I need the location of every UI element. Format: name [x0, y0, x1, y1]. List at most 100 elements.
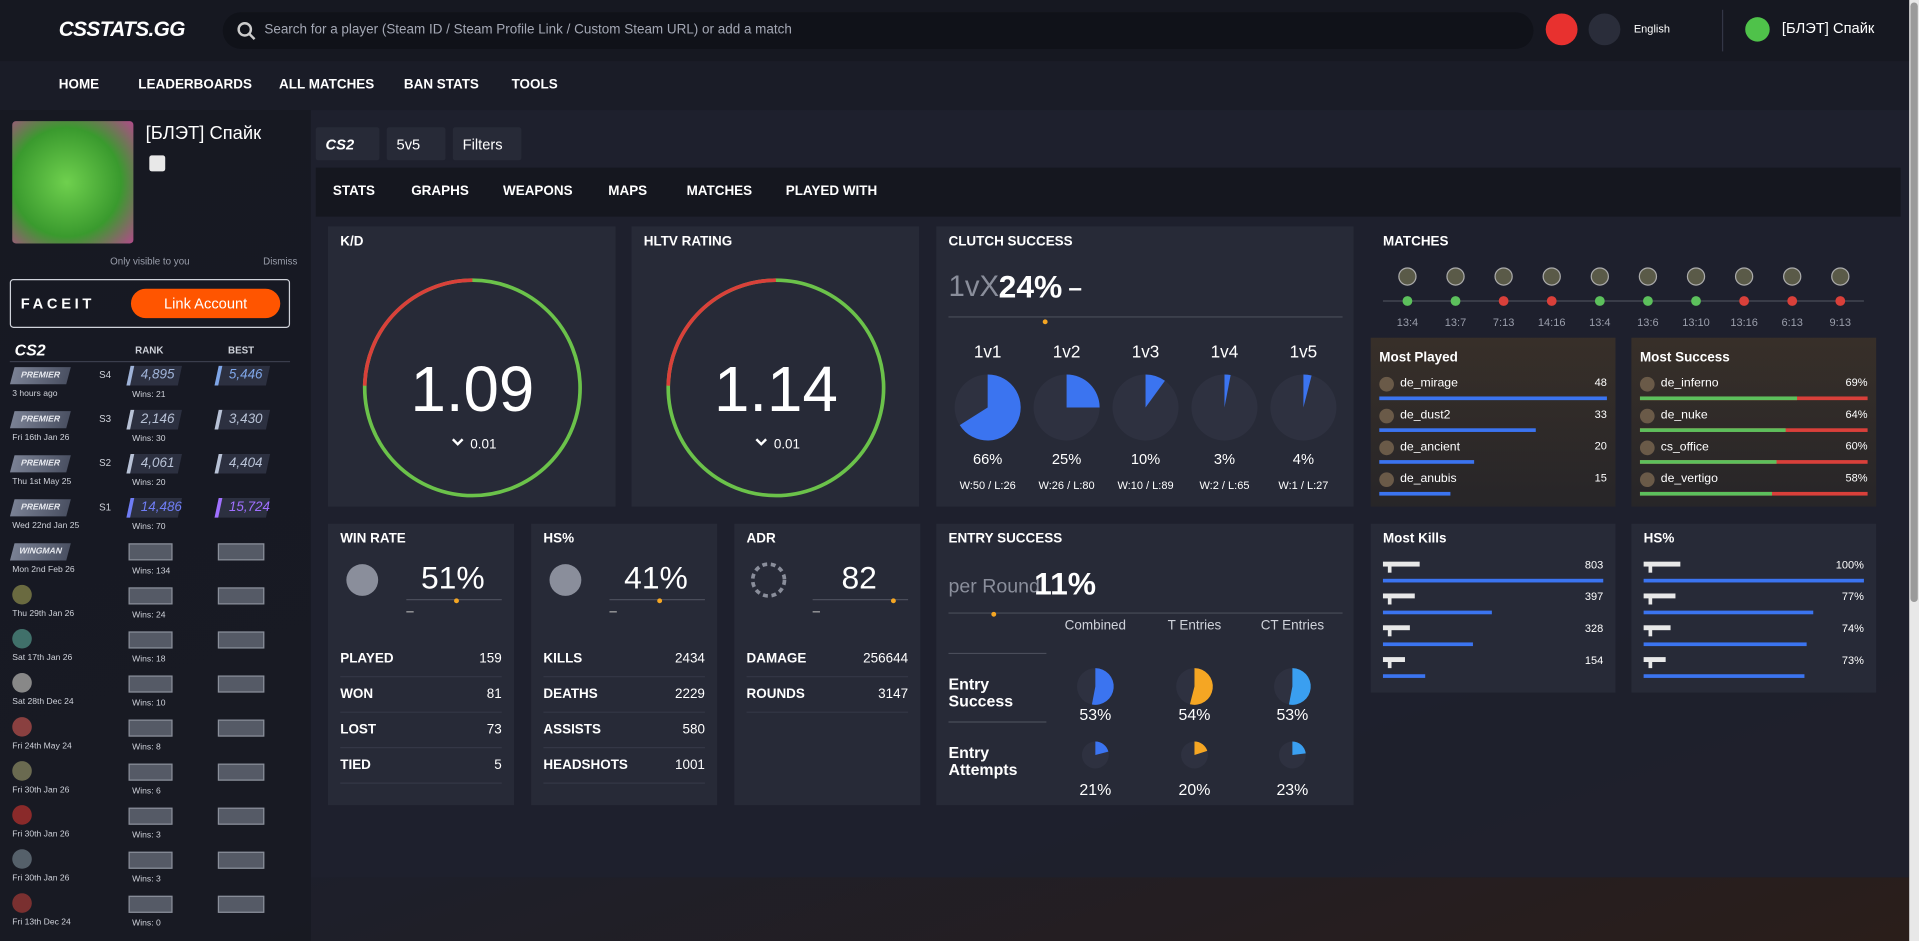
tab[interactable]: PLAYED WITH — [785, 184, 878, 199]
profile-name: [БЛЭТ] Спайк — [145, 122, 262, 144]
map-name: de_vertigo — [1660, 472, 1718, 486]
slider-dot — [890, 598, 896, 604]
nav-item[interactable]: LEADERBOARDS — [138, 77, 252, 93]
weapon-icon — [1643, 625, 1671, 631]
pie-wedge — [1288, 668, 1311, 705]
clutch-record: W:50 / L:26 — [959, 479, 1016, 492]
language[interactable]: English — [1633, 22, 1670, 35]
sidebar — [0, 110, 311, 941]
count-bar — [1379, 396, 1607, 401]
nav-item[interactable]: BAN STATS — [403, 77, 479, 93]
map-value: 15 — [1594, 471, 1607, 484]
match-score[interactable]: 9:13 — [1829, 316, 1852, 329]
link-account-button[interactable]: Link Account — [130, 288, 281, 319]
pie-wedge — [1091, 668, 1114, 705]
search-bar[interactable]: Search for a player (Steam ID / Steam Pr… — [222, 12, 1534, 49]
pie-wedge — [1145, 374, 1165, 408]
change: 0.01 — [470, 437, 497, 453]
game-select-label[interactable]: CS2 — [325, 135, 355, 153]
filters-button[interactable]: Filters — [452, 127, 522, 161]
discord-button[interactable] — [1588, 13, 1621, 46]
map-icon — [1639, 376, 1655, 392]
result-dot — [1739, 296, 1750, 306]
best-icon — [217, 895, 265, 913]
card-title: ENTRY SUCCESS — [948, 531, 1063, 547]
weapon-graphics — [1643, 561, 1864, 678]
faceit-box: FACEIT Link Account — [9, 278, 291, 328]
match-score[interactable]: 13:4 — [1589, 316, 1611, 329]
map-icon — [1831, 267, 1850, 286]
best-col: BEST — [228, 345, 255, 357]
pie-wedge — [1066, 374, 1100, 408]
result-dot — [1498, 296, 1509, 306]
map-name: de_mirage — [1400, 376, 1458, 391]
dismiss[interactable]: Dismiss — [263, 255, 298, 267]
mode-badge: PREMIER — [9, 367, 71, 385]
map-value: 58% — [1845, 471, 1868, 484]
rank-wins: Wins: 3 — [132, 875, 161, 885]
match-score[interactable]: 13:16 — [1730, 316, 1758, 329]
result-dot — [1450, 296, 1461, 306]
down-arrow — [755, 438, 767, 446]
season: S4 — [99, 369, 112, 381]
match-score[interactable]: 13:7 — [1444, 316, 1467, 329]
rank-icon — [128, 763, 173, 781]
game-select[interactable]: CS2 — [315, 127, 380, 161]
search-placeholder: Search for a player (Steam ID / Steam Pr… — [264, 22, 792, 38]
nav-item[interactable]: ALL MATCHES — [279, 77, 375, 93]
pie-bg — [1112, 374, 1179, 441]
entry-pct: 54% — [1178, 705, 1211, 724]
stat-label: LOST — [340, 722, 377, 738]
rank-date: Wed 22nd Jan 25 — [12, 521, 80, 531]
nav-item[interactable]: HOME — [58, 77, 100, 93]
entry-row-label: Entry Success — [948, 674, 1014, 710]
map-name: de_dust2 — [1400, 408, 1451, 423]
rank-icon — [128, 807, 173, 825]
stat-number: 580 — [682, 722, 705, 738]
divider — [1721, 9, 1724, 52]
stat-number: 73 — [486, 722, 502, 738]
mode-label: PREMIER — [19, 415, 62, 425]
filters-button-label[interactable]: Filters — [462, 135, 503, 153]
tab[interactable]: MATCHES — [686, 184, 753, 199]
match-score[interactable]: 13:10 — [1682, 316, 1710, 329]
lens — [237, 22, 253, 37]
stat-value: 41% — [624, 559, 688, 596]
stat-label: TIED — [340, 758, 371, 773]
match-score[interactable]: 7:13 — [1492, 316, 1515, 329]
pie-wedge — [1194, 741, 1208, 756]
tab[interactable]: MAPS — [608, 184, 648, 199]
weapon-bar — [1643, 674, 1805, 678]
tab[interactable]: GRAPHS — [411, 184, 469, 199]
notification-bell[interactable] — [1545, 13, 1578, 46]
tab[interactable]: STATS — [332, 184, 376, 199]
stat-number: 5 — [494, 758, 502, 773]
faceit-logo: FACEIT — [20, 294, 96, 313]
stat-graphics — [746, 562, 909, 713]
user-avatar[interactable] — [1745, 17, 1770, 42]
weapon-icon — [1382, 625, 1410, 631]
match-score[interactable]: 14:16 — [1537, 316, 1566, 329]
match-score[interactable]: 13:6 — [1637, 316, 1659, 329]
stat-label: KILLS — [543, 651, 583, 667]
stat-number: 3147 — [878, 687, 909, 702]
rank-date: 3 hours ago — [12, 389, 58, 399]
best-icon — [217, 851, 265, 869]
link-account-label[interactable]: Link Account — [163, 294, 248, 313]
mode-select[interactable]: 5v5 — [386, 127, 446, 161]
stat-number: 256644 — [863, 651, 909, 667]
weapon-grip — [1648, 660, 1653, 669]
rank-wins: Wins: 134 — [132, 567, 171, 576]
nav-item[interactable]: TOOLS — [511, 77, 558, 93]
rank-wins: Wins: 0 — [132, 919, 161, 929]
win-bar — [1639, 396, 1798, 401]
stat-label: PLAYED — [340, 651, 394, 667]
stat-number: 2229 — [674, 687, 705, 702]
match-score[interactable]: 13:4 — [1396, 316, 1419, 329]
rank-icon — [128, 851, 173, 869]
mode-select-label[interactable]: 5v5 — [396, 135, 421, 153]
tab[interactable]: WEAPONS — [503, 184, 573, 199]
match-score[interactable]: 6:13 — [1781, 316, 1803, 329]
weapon-bar — [1643, 642, 1807, 647]
user-name[interactable]: [БЛЭТ] Спайк — [1781, 19, 1875, 37]
